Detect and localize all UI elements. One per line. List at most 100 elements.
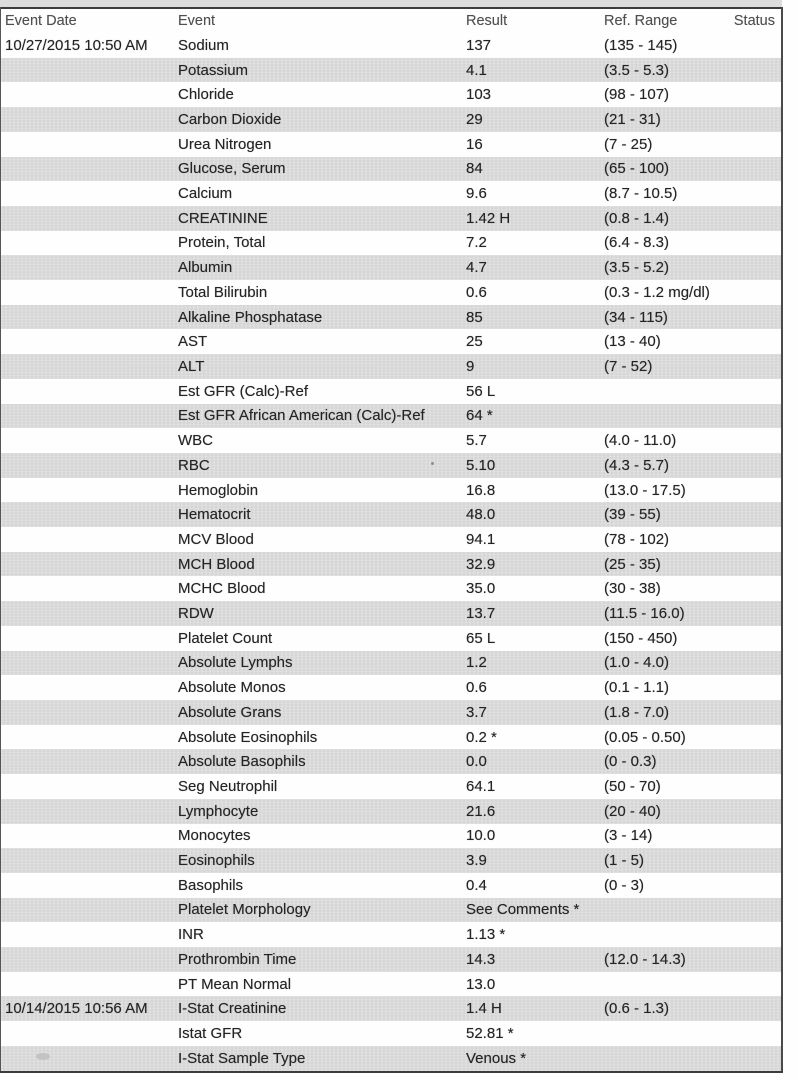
table-row: Absolute Eosinophils 0.2 * (0.05 - 0.50) [1,725,781,750]
table-row: Platelet Count 65 L (150 - 450) [1,626,781,651]
cell-result: 137 [466,36,492,54]
cell-result: 64.1 [466,777,496,795]
cell-event: Eosinophils [178,852,255,870]
cell-result: 35.0 [466,580,496,598]
table-row: Hematocrit 48.0 (39 - 55) [1,502,781,528]
cell-result: 25 [466,333,483,351]
cell-result: 1.13 * [466,926,506,944]
cell-ref-range: (20 - 40) [604,802,661,820]
cell-event: Prothrombin Time [178,950,297,968]
cell-result: 0.2 * [466,728,497,746]
scan-edge-strip [0,0,782,7]
cell-event: AST [178,333,208,351]
column-header-status: Status [733,13,775,29]
cell-result: 84 [466,160,483,178]
cell-event: RBC [178,456,210,474]
cell-event: Platelet Count [178,629,273,647]
table-row: Basophils 0.4 (0 - 3) [1,873,781,898]
cell-result: 13.0 [466,975,496,993]
table-row: Protein, Total 7.2 (6.4 - 8.3) [1,231,781,256]
table-row: RDW 13.7 (11.5 - 16.0) [1,601,781,626]
cell-ref-range: (3.5 - 5.2) [604,259,670,277]
table-header-row: Event Date Event Result Ref. Range Statu… [1,9,781,33]
table-row: ALT 9 (7 - 52) [1,354,781,379]
cell-result: 1.42 H [466,209,511,227]
table-row: RBC 5.10 (4.3 - 5.7) [1,452,781,478]
column-header-event: Event [178,13,216,29]
cell-result: 1.2 [466,654,487,672]
cell-ref-range: (65 - 100) [604,160,670,178]
cell-result: 0.0 [466,753,487,771]
table-row: Prothrombin Time 14.3 (12.0 - 14.3) [1,947,781,972]
scan-artifact [431,462,434,465]
cell-result: 13.7 [466,605,496,623]
cell-event: I-Stat Creatinine [178,1000,287,1018]
table-row: I-Stat Sample Type Venous * [1,1045,781,1071]
cell-event: MCV Blood [178,530,254,548]
cell-ref-range: (50 - 70) [604,777,661,795]
table-row: 10/27/2015 10:50 AM Sodium 137 (135 - 14… [1,33,781,58]
column-header-event-date: Event Date [5,13,77,29]
cell-ref-range: (6.4 - 8.3) [604,234,670,252]
cell-result: 4.1 [466,61,487,79]
table-row: Potassium 4.1 (3.5 - 5.3) [1,57,781,83]
cell-ref-range: (78 - 102) [604,530,670,548]
cell-ref-range: (0.3 - 1.2 mg/dl) [604,283,710,301]
cell-ref-range: (13 - 40) [604,333,661,351]
cell-result: 56 L [466,382,496,400]
cell-result: 9 [466,357,475,375]
scan-artifact [36,1053,50,1060]
cell-event-date: 10/27/2015 10:50 AM [5,36,148,54]
table-row: Istat GFR 52.81 * [1,1021,781,1046]
table-right-border [781,7,783,1073]
cell-ref-range: (12.0 - 14.3) [604,950,686,968]
cell-event: Platelet Morphology [178,901,311,919]
cell-event: Hemoglobin [178,481,259,499]
cell-event: Absolute Grans [178,703,282,721]
table-row: AST 25 (13 - 40) [1,329,781,354]
table-row: Absolute Grans 3.7 (1.8 - 7.0) [1,699,781,725]
cell-ref-range: (21 - 31) [604,110,661,128]
cell-ref-range: (3.5 - 5.3) [604,61,670,79]
cell-event: Est GFR African American (Calc)-Ref [178,407,425,425]
cell-ref-range: (30 - 38) [604,580,661,598]
table-row: Est GFR African American (Calc)-Ref 64 * [1,403,781,429]
cell-event: Calcium [178,185,233,203]
cell-result: 94.1 [466,530,496,548]
table-row: MCHC Blood 35.0 (30 - 38) [1,576,781,601]
cell-ref-range: (0 - 3) [604,876,645,894]
cell-event: Lymphocyte [178,802,259,820]
cell-event: INR [178,926,204,944]
cell-ref-range: (11.5 - 16.0) [604,605,685,623]
cell-event: Potassium [178,61,249,79]
cell-event: Glucose, Serum [178,160,286,178]
cell-event: WBC [178,432,213,450]
cell-event: Hematocrit [178,506,251,524]
cell-event: MCHC Blood [178,580,266,598]
table-bottom-border [0,1071,783,1073]
cell-ref-range: (7 - 25) [604,135,653,153]
cell-result: 0.6 [466,679,487,697]
table-row: Calcium 9.6 (8.7 - 10.5) [1,181,781,206]
cell-ref-range: (0.1 - 1.1) [604,679,670,697]
cell-ref-range: (0 - 0.3) [604,753,657,771]
table-row: Absolute Lymphs 1.2 (1.0 - 4.0) [1,650,781,676]
cell-event: Absolute Monos [178,679,286,697]
cell-event: Basophils [178,876,244,894]
cell-ref-range: (7 - 52) [604,357,653,375]
cell-result: 3.7 [466,703,487,721]
cell-result: 103 [466,86,492,104]
cell-result: 3.9 [466,852,487,870]
cell-event: Carbon Dioxide [178,110,282,128]
lab-results-table: Event Date Event Result Ref. Range Statu… [1,9,781,1071]
cell-ref-range: (0.6 - 1.3) [604,1000,670,1018]
cell-event: Sodium [178,36,229,54]
cell-ref-range: (135 - 145) [604,36,678,54]
table-row: Hemoglobin 16.8 (13.0 - 17.5) [1,478,781,503]
table-row: Albumin 4.7 (3.5 - 5.2) [1,255,781,281]
table-body: 10/27/2015 10:50 AM Sodium 137 (135 - 14… [1,33,781,1071]
cell-result: Venous * [466,1049,527,1067]
table-row: Glucose, Serum 84 (65 - 100) [1,156,781,182]
table-row: Total Bilirubin 0.6 (0.3 - 1.2 mg/dl) [1,280,781,305]
